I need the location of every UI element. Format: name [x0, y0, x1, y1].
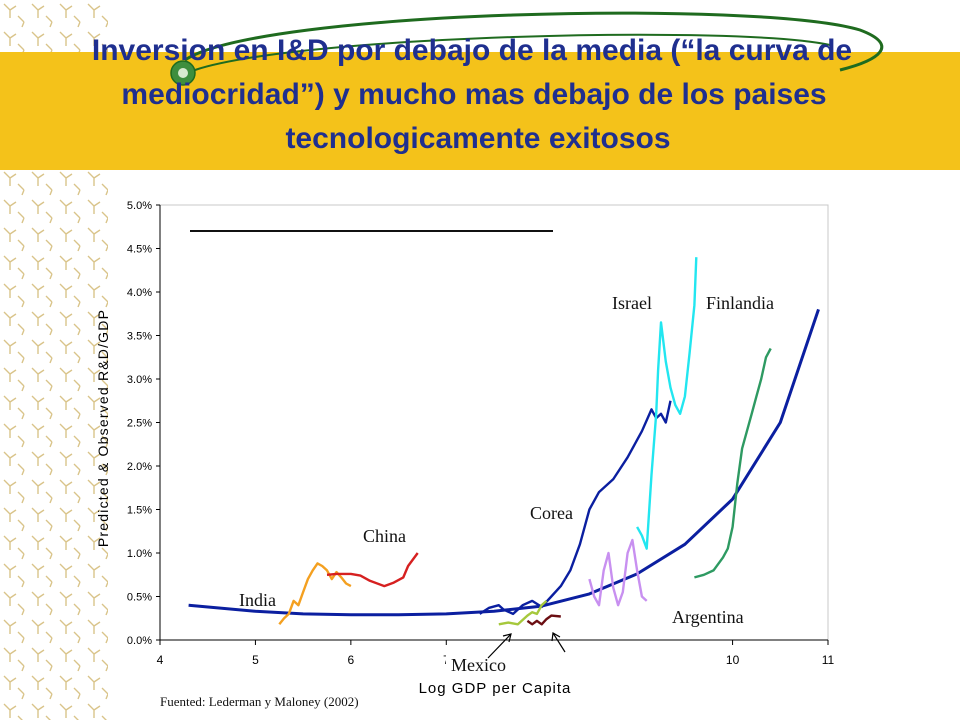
label-china: China	[363, 526, 406, 546]
series-line-china	[326, 552, 419, 588]
series-layer	[188, 257, 820, 626]
x-tick-label: 11	[822, 653, 835, 667]
decor-dot-inner-icon	[178, 68, 188, 78]
label-corea: Corea	[530, 503, 573, 523]
series-line-finlandia	[694, 347, 772, 579]
y-ticks: 0.0% 0.5% 1.0% 1.5% 2.0% 2.5% 3.0% 3.5% 4.0% 4.5%…	[127, 200, 160, 647]
y-tick-label: 3.0%	[127, 374, 152, 386]
title-line-1: Inversion en I&D por debajo de la media …	[92, 34, 852, 67]
series-line-unlabeled-8	[526, 614, 561, 626]
label-finlandia: Finlandia	[706, 293, 774, 313]
mexico-arrow-left-head	[502, 633, 512, 643]
y-tick-label: 1.0%	[127, 548, 152, 560]
mexico-arrow-left	[487, 633, 512, 659]
x-tick-label: 5	[252, 653, 259, 667]
y-tick-label: 0.0%	[127, 635, 152, 647]
mexico-arrow-right	[552, 632, 566, 653]
series-line-corea	[479, 400, 672, 616]
decor-curve-outer	[184, 11, 884, 72]
label-argentina: Argentina	[672, 607, 744, 627]
label-india: India	[239, 590, 276, 610]
decor-curve-inner	[194, 33, 831, 71]
series-line-israel	[636, 257, 698, 550]
y-tick-label: 2.0%	[127, 461, 152, 473]
label-mexico: Mexico	[451, 655, 506, 675]
plot-area	[159, 204, 829, 641]
y-tick-label: 5.0%	[127, 200, 152, 212]
x-tick-label: 6	[348, 653, 355, 667]
x-tick-label: 4	[157, 653, 164, 667]
y-tick-label: 1.5%	[127, 505, 152, 517]
mexico-arrows	[487, 632, 566, 659]
x-axis-label: Log GDP per Capita	[419, 680, 572, 697]
x-tick-label: 10	[726, 653, 740, 667]
slide-title: Inversion en I&D por debajo de la media …	[92, 34, 852, 155]
label-mexico-box	[446, 652, 530, 678]
y-tick-label: 4.5%	[127, 244, 152, 256]
y-tick-label: 2.5%	[127, 418, 152, 430]
y-tick-label: 0.5%	[127, 592, 152, 604]
series-line-mexico	[498, 600, 548, 626]
series-line-argentina	[588, 538, 648, 607]
title-line-3: tecnologicamente exitosos	[285, 122, 670, 155]
y-tick-label: 3.5%	[127, 331, 152, 343]
source-note: Fuented: Lederman y Maloney (2002)	[160, 694, 359, 709]
label-israel: Israel	[612, 293, 652, 313]
title-band	[0, 52, 960, 170]
y-tick-label: 4.0%	[127, 287, 152, 299]
title-line-2: mediocridad”) y mucho mas debajo de los …	[121, 78, 826, 111]
y-axis-label: Predicted & Observed R&D/GDP	[95, 309, 111, 547]
mexico-arrow-right-head	[551, 632, 561, 642]
